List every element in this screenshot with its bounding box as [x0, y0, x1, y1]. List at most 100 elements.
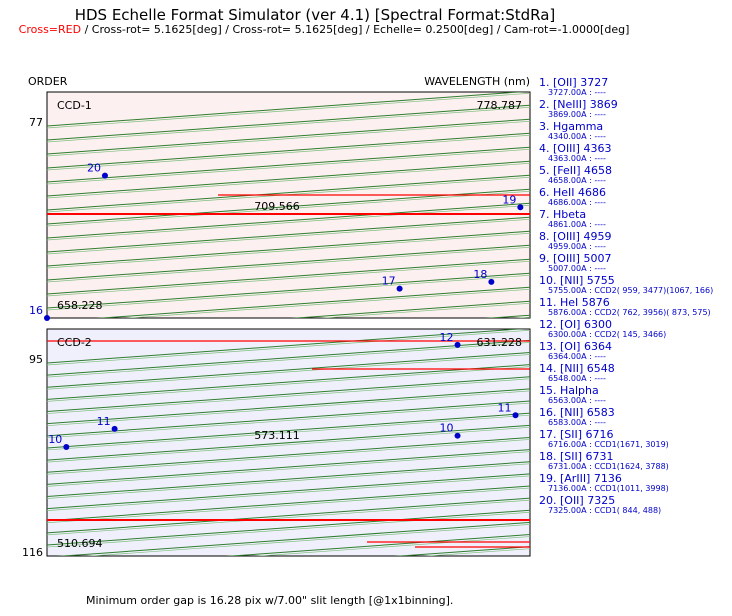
- order-line: [47, 216, 530, 253]
- line-marker: 20: [87, 162, 108, 179]
- order-line-edge: [47, 439, 530, 475]
- line-list-detail: 5755.00A : CCD2( 959, 3477)(1067, 166): [548, 286, 713, 295]
- line-list-detail: 4658.00A : ----: [548, 176, 606, 185]
- line-list-detail: 4959.00A : ----: [548, 242, 606, 251]
- ccd-wavelength-mid: 573.111: [254, 429, 300, 442]
- order-line: [56, 521, 530, 556]
- line-list-detail: 6300.00A : CCD2( 145, 3466): [548, 330, 666, 339]
- order-line-edge: [47, 246, 530, 283]
- marker-dot: [454, 432, 461, 439]
- order-line-edge: [47, 487, 530, 524]
- line-list-name: 14. [NII] 6548: [539, 362, 615, 375]
- order-line-edge: [47, 366, 530, 402]
- order-line: [47, 118, 530, 155]
- order-line: [47, 244, 530, 281]
- order-line-edge: [47, 134, 530, 171]
- chart-subtitle: Cross=RED / Cross-rot= 5.1625[deg] / Cro…: [0, 23, 648, 36]
- ccd-wavelength-max: 778.787: [477, 99, 523, 112]
- marker-dot: [396, 285, 403, 292]
- line-list-detail: 6548.00A : ----: [548, 374, 606, 383]
- order-line: [47, 230, 530, 267]
- order-line: [47, 509, 530, 546]
- line-list-detail: 6563.00A : ----: [548, 396, 606, 405]
- order-line: [47, 388, 530, 425]
- order-line: [47, 272, 530, 309]
- line-list-name: 18. [SII] 6731: [539, 450, 614, 463]
- line-list-name: 5. [FeII] 4658: [539, 164, 612, 177]
- order-line-edge: [47, 232, 530, 269]
- order-number: 95: [29, 353, 43, 366]
- order-line: [47, 461, 530, 497]
- line-list-name: 7. Hbeta: [539, 208, 586, 221]
- ccd-name: CCD-1: [57, 99, 92, 112]
- line-list-name: 15. Halpha: [539, 384, 599, 397]
- order-line-edge: [319, 302, 530, 318]
- line-list-detail: 6731.00A : CCD1(1624, 3788): [548, 462, 669, 471]
- marker-dot: [454, 341, 461, 348]
- order-line-edge: [47, 148, 530, 185]
- line-marker: 10: [48, 433, 70, 451]
- order-line: [225, 534, 530, 556]
- subtitle-params: / Cross-rot= 5.1625[deg] / Cross-rot= 5.…: [81, 23, 630, 36]
- order-line: [290, 300, 530, 318]
- line-list-detail: 6583.00A : ----: [548, 418, 606, 427]
- order-line: [393, 546, 530, 556]
- order-line-edge: [47, 190, 530, 227]
- order-line: [47, 174, 530, 211]
- order-line: [47, 258, 530, 295]
- marker-dot: [101, 172, 108, 179]
- ccd-wavelength-min: 658.228: [57, 299, 103, 312]
- order-line: [47, 497, 530, 534]
- line-list-name: 13. [OI] 6364: [539, 340, 612, 353]
- order-line-edge: [47, 92, 530, 129]
- order-line-edge: [47, 354, 530, 390]
- marker-dot: [44, 315, 50, 321]
- line-list-detail: 4363.00A : ----: [548, 154, 606, 163]
- line-list-detail: 4861.00A : ----: [548, 220, 606, 229]
- order-line-edge: [47, 475, 530, 511]
- line-list-name: 6. HeII 4686: [539, 186, 606, 199]
- line-list-name: 1. [OII] 3727: [539, 76, 608, 89]
- marker-dot: [512, 412, 519, 419]
- line-marker: 11: [97, 415, 118, 432]
- order-line: [47, 146, 530, 183]
- marker-label: 11: [97, 415, 111, 428]
- line-list-detail: 6716.00A : CCD1(1671, 3019): [548, 440, 669, 449]
- order-line: [95, 286, 530, 318]
- marker-label: 10: [48, 433, 62, 446]
- order-line: [47, 473, 530, 510]
- order-line: [47, 436, 530, 473]
- order-line-edge: [47, 402, 530, 439]
- line-list-detail: 7325.00A : CCD1( 844, 488): [548, 506, 661, 515]
- ccd-wavelength-max: 631.228: [477, 336, 523, 349]
- line-marker: 16: [29, 304, 50, 321]
- order-line-edge: [47, 378, 530, 414]
- cross-label: Cross=RED: [18, 23, 82, 36]
- marker-label: 12: [440, 331, 454, 344]
- order-line-edge: [47, 561, 530, 596]
- line-marker: 10: [440, 422, 461, 439]
- line-list-detail: 4340.00A : ----: [548, 132, 606, 141]
- line-list-name: 3. Hgamma: [539, 120, 603, 133]
- ccd-2: CCD-2 631.228 573.111 510.694 95 116: [22, 328, 531, 596]
- line-marker: 19: [502, 193, 524, 211]
- order-line: [47, 339, 530, 376]
- ccd-name: CCD-2: [57, 336, 92, 349]
- marker-label: 10: [440, 422, 454, 435]
- order-line: [47, 449, 530, 485]
- line-list-name: 20. [OII] 7325: [539, 494, 615, 507]
- line-list-name: 16. [NII] 6583: [539, 406, 615, 419]
- order-line-edge: [47, 106, 530, 143]
- marker-label: 17: [382, 275, 396, 288]
